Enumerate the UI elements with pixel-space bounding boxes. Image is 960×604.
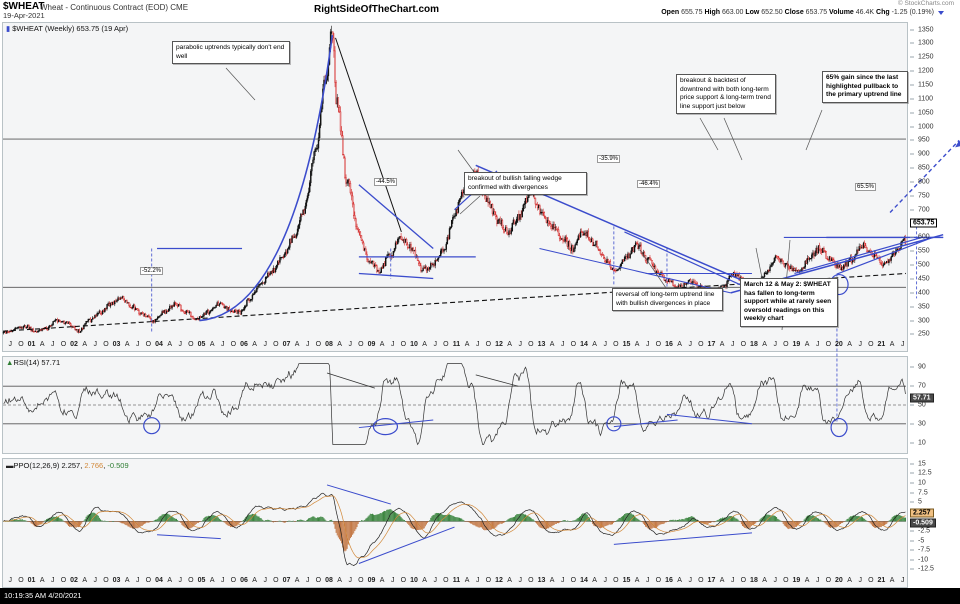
- price-y-axis: 1350 1300 1250 1200 1150 1100 1050 1000 950 900 85…: [908, 22, 958, 352]
- ppo-hist-tag: -0.509: [910, 518, 936, 528]
- ppo-y-axis: 15 12.5 10 7.5 5 -2.5 -5 -7.5 -10 -12.5: [908, 458, 958, 588]
- ppo-panel[interactable]: [2, 458, 908, 588]
- high-label: High: [704, 9, 720, 16]
- low-label: Low: [745, 9, 760, 16]
- ppo-value-tag: 2.257: [910, 508, 934, 518]
- annotation-falling-wedge: breakout of bullish falling wedge confir…: [464, 172, 587, 196]
- pct-label-44: -44.5%: [374, 178, 398, 186]
- stockcharts-credit: © StockCharts.com: [897, 0, 954, 7]
- annotation-breakout-backtest: breakout & backtest of downtrend with bo…: [676, 74, 776, 115]
- rsi-indicator-label: ▲RSI(14) 57.71: [6, 358, 61, 367]
- chg-label: Chg: [876, 9, 890, 16]
- open-value: 655.75: [681, 9, 703, 16]
- rsi-value-tag: 57.71: [910, 393, 934, 403]
- open-label: Open: [661, 9, 680, 16]
- annotation-reversal: reversal off long-term uptrend line with…: [612, 288, 723, 312]
- symbol-ticker: $WHEAT: [3, 1, 45, 12]
- symbol-description: Wheat - Continuous Contract (EOD) CME: [40, 3, 189, 12]
- footer-timestamp: 10:19:35 AM 4/20/2021: [4, 591, 82, 600]
- pct-label-35: -35.9%: [597, 155, 621, 163]
- chevron-down-icon[interactable]: [938, 11, 944, 15]
- pct-label-52: -52.2%: [140, 267, 164, 275]
- rsi-y-axis: 90 70 50 30 10: [908, 356, 958, 454]
- price-series-label: ▮ $WHEAT (Weekly) 653.75 (19 Apr): [6, 24, 129, 33]
- volume-value: 46.4K: [855, 9, 875, 16]
- ppo-x-axis: J O 01 A J O 02 A J O 03 A J O 04 A J O 05 A J O 06 A J O 07 A J O 08 A…: [8, 577, 905, 584]
- annotation-parabolic: parabolic uptrends typically don't end w…: [172, 41, 290, 65]
- close-value: 653.75: [805, 9, 828, 16]
- last-price-tag: 653.75: [910, 218, 938, 228]
- price-x-axis: J O 01 A J O 02 A J O 03 A J O 04 A J O 05 A J O 06 A J O 07 A J O 08 A…: [8, 341, 905, 348]
- ppo-indicator-label: ▬PPO(12,26,9) 2.257, 2.766, -0.509: [6, 461, 129, 470]
- annotation-65-gain: 65% gain since the last highlighted pull…: [822, 71, 908, 103]
- pct-label-46: -46.4%: [637, 180, 661, 188]
- quote-date: 19-Apr-2021: [3, 11, 45, 20]
- volume-label: Volume: [829, 9, 854, 16]
- low-value: 652.50: [761, 9, 783, 16]
- chg-value: -1.25 (0.19%): [891, 9, 934, 16]
- footer-bar: [0, 588, 960, 604]
- high-value: 663.00: [721, 9, 744, 16]
- annotation-march-may: March 12 & May 2: $WHEAT has fallen to l…: [740, 278, 838, 327]
- quote-bar: Open 655.75 High 663.00 Low 652.50 Close…: [661, 9, 934, 16]
- site-watermark: RightSideOfTheChart.com: [314, 4, 440, 15]
- chart-header: $WHEAT Wheat - Continuous Contract (EOD)…: [0, 0, 960, 22]
- pct-label-65: 65.5%: [855, 183, 877, 191]
- close-label: Close: [784, 9, 804, 16]
